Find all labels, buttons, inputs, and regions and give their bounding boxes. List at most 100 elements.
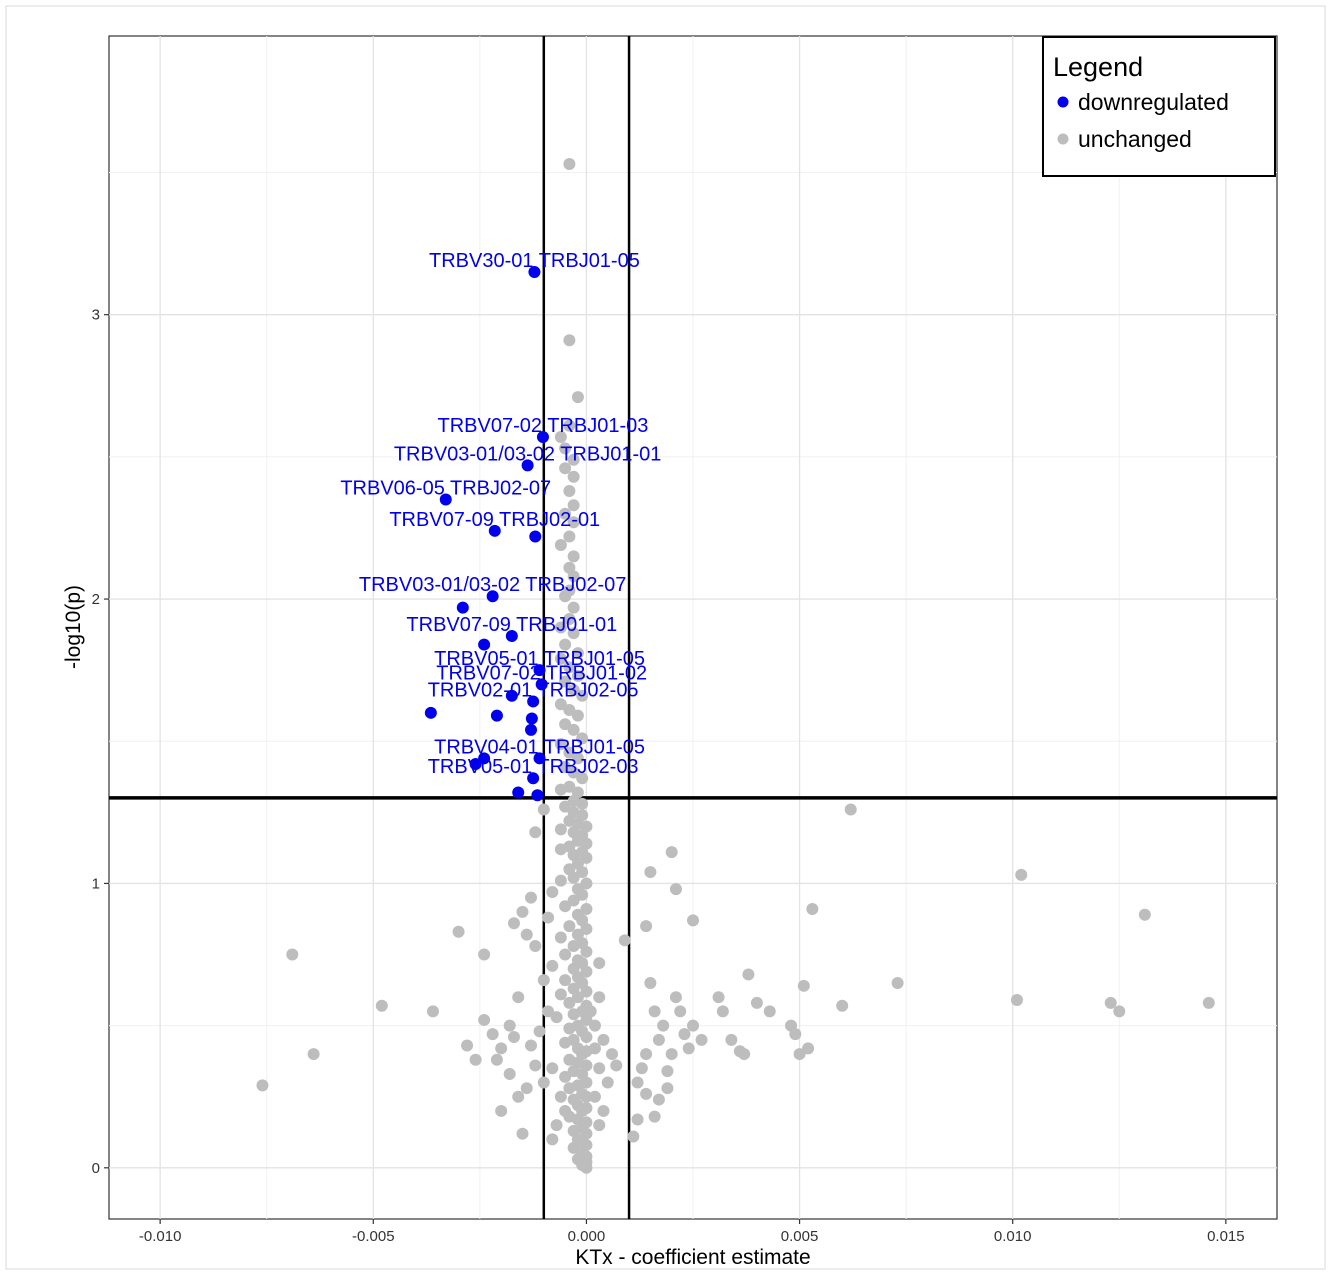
- data-point-unchanged: [567, 516, 580, 529]
- data-point-unchanged: [559, 507, 572, 520]
- data-point-unchanged: [844, 803, 857, 816]
- legend-title: Legend: [1053, 52, 1143, 82]
- data-point-unchanged: [576, 888, 589, 901]
- data-point-downregulated: [505, 689, 518, 702]
- point-labels: TRBV30-01 TRBJ01-05 TRBV07-02 TRBJ01-03 TR…: [340, 250, 661, 778]
- data-point-unchanged: [529, 940, 542, 952]
- data-point-unchanged: [580, 851, 593, 864]
- point-label: TRBV04-01 TRBJ01-05: [434, 736, 645, 758]
- data-point-unchanged: [652, 1093, 665, 1106]
- data-point-unchanged: [559, 948, 572, 961]
- data-point-downregulated: [536, 430, 549, 443]
- data-point-unchanged: [554, 652, 567, 665]
- data-point-downregulated: [424, 706, 437, 719]
- data-point-unchanged: [525, 1039, 538, 1052]
- data-point-unchanged: [550, 1011, 563, 1024]
- data-point-unchanged: [520, 1082, 533, 1095]
- data-point-unchanged: [507, 1031, 520, 1043]
- data-point-unchanged: [567, 940, 580, 952]
- data-point-unchanged: [559, 760, 572, 773]
- x-tick-label: 0.015: [1207, 1228, 1245, 1245]
- point-label: TRBV05-01 TRBJ02-03: [428, 756, 639, 778]
- data-point-unchanged: [580, 1161, 593, 1174]
- data-point-unchanged: [486, 1028, 499, 1041]
- legend-marker-unchanged: [1057, 133, 1069, 145]
- data-point-unchanged: [593, 991, 606, 1004]
- data-point-unchanged: [554, 1090, 567, 1103]
- data-point-unchanged: [563, 334, 576, 347]
- data-point-unchanged: [567, 499, 580, 512]
- y-tick-label: 3: [92, 307, 100, 324]
- x-tick-label: 0.000: [568, 1228, 606, 1245]
- data-point-unchanged: [665, 1048, 678, 1061]
- data-point-unchanged: [307, 1048, 320, 1061]
- data-point-unchanged: [567, 470, 580, 483]
- data-point-unchanged: [567, 601, 580, 614]
- data-point-unchanged: [593, 1119, 606, 1132]
- data-point-unchanged: [516, 1127, 529, 1140]
- data-point-downregulated: [469, 758, 482, 770]
- data-point-downregulated: [535, 678, 548, 691]
- data-point-unchanged: [567, 894, 580, 907]
- data-point-unchanged: [542, 911, 555, 924]
- data-point-unchanged: [461, 1039, 474, 1052]
- data-point-unchanged: [738, 1048, 751, 1061]
- data-point-unchanged: [588, 1019, 601, 1032]
- legend-label-unchanged: unchanged: [1078, 126, 1192, 152]
- y-tick-label: 2: [92, 591, 100, 608]
- point-label: TRBV02-01 TRBJ02-05: [428, 679, 639, 701]
- data-point-unchanged: [631, 1076, 644, 1089]
- data-point-unchanged: [687, 914, 699, 927]
- point-label: TRBV03-01/03-02 TRBJ02-07: [359, 574, 627, 596]
- x-axis-ticks: -0.010 -0.005 0.000 0.005 0.010 0.015: [139, 1219, 1245, 1245]
- data-point-unchanged: [802, 1042, 815, 1055]
- data-point-unchanged: [652, 1033, 665, 1046]
- data-point-unchanged: [546, 885, 559, 898]
- data-point-unchanged: [606, 1048, 619, 1061]
- data-point-unchanged: [644, 976, 657, 989]
- point-label: TRBV30-01 TRBJ01-05: [429, 250, 640, 272]
- data-point-unchanged: [567, 570, 580, 583]
- data-point-unchanged: [563, 920, 576, 933]
- point-label: TRBV03-01/03-02 TRBJ01-01: [394, 443, 662, 465]
- data-point-unchanged: [559, 1070, 572, 1083]
- data-point-unchanged: [286, 948, 299, 961]
- data-point-downregulated: [527, 695, 540, 708]
- data-point-unchanged: [580, 903, 593, 916]
- data-point-unchanged: [593, 957, 606, 970]
- point-label: TRBV07-09 TRBJ01-01: [406, 614, 617, 636]
- data-point-unchanged: [674, 1005, 687, 1018]
- data-point-unchanged: [750, 996, 763, 1009]
- data-point-unchanged: [576, 797, 589, 810]
- data-point-unchanged: [1104, 996, 1117, 1009]
- data-point-unchanged: [554, 823, 567, 836]
- data-point-downregulated: [533, 752, 546, 765]
- data-point-unchanged: [563, 485, 576, 497]
- data-point-unchanged: [593, 1062, 606, 1075]
- data-point-unchanged: [563, 157, 576, 170]
- data-point-unchanged: [563, 661, 576, 674]
- data-point-unchanged: [601, 1076, 614, 1089]
- data-point-unchanged: [567, 766, 580, 779]
- data-point-unchanged: [495, 1042, 508, 1055]
- data-point-downregulated: [521, 459, 534, 472]
- data-point-unchanged: [559, 442, 572, 455]
- legend-label-downregulated: downregulated: [1078, 89, 1229, 115]
- data-point-unchanged: [580, 985, 593, 998]
- data-point-unchanged: [469, 1053, 482, 1066]
- data-point-unchanged: [554, 539, 567, 552]
- data-point-downregulated: [488, 524, 501, 537]
- data-point-unchanged: [640, 1048, 653, 1061]
- data-point-unchanged: [678, 1028, 691, 1041]
- y-axis-title: -log10(p): [62, 585, 85, 669]
- legend-box: [1042, 36, 1276, 177]
- data-point-unchanged: [567, 684, 580, 697]
- data-point-downregulated: [531, 789, 544, 802]
- data-point-unchanged: [554, 621, 567, 634]
- unchanged-points: [256, 157, 1215, 1174]
- data-point-unchanged: [797, 979, 810, 992]
- data-point-unchanged: [669, 883, 682, 896]
- data-point-unchanged: [554, 738, 567, 751]
- data-point-unchanged: [559, 1104, 572, 1117]
- data-point-unchanged: [559, 1036, 572, 1049]
